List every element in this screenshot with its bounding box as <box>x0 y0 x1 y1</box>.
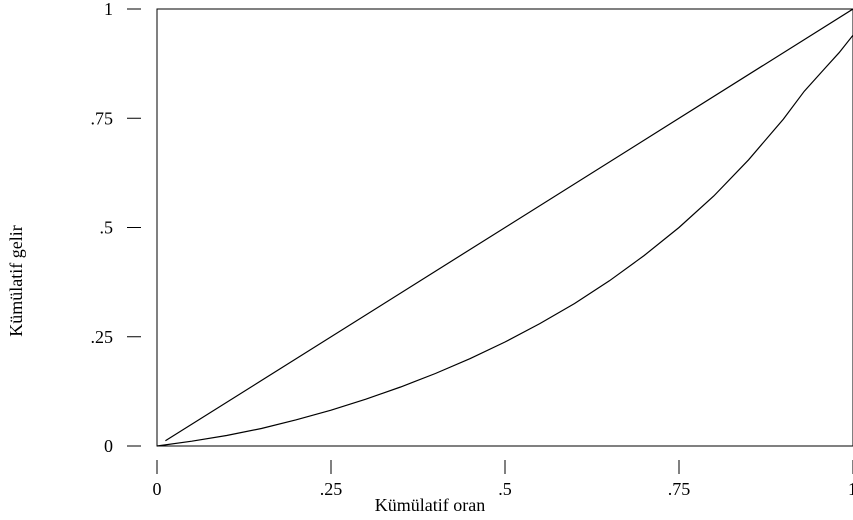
x-tick-label: .5 <box>498 479 512 499</box>
y-tick-label: .25 <box>91 327 114 347</box>
x-tick-label: .25 <box>320 479 343 499</box>
x-tick-label: 0 <box>153 479 162 499</box>
y-axis: 0 .25 .5 .75 1 <box>91 0 141 456</box>
x-tick-label: .75 <box>668 479 691 499</box>
equality-line <box>165 8 853 442</box>
y-tick-label: 1 <box>104 0 113 19</box>
x-axis: 0 .25 .5 .75 1 <box>153 460 853 499</box>
y-axis-title: Kümülatif gelir <box>6 225 26 336</box>
series-layer <box>156 8 853 447</box>
y-tick-label: .75 <box>91 108 114 128</box>
plot-frame <box>156 8 853 447</box>
lorenz-curve <box>156 34 853 447</box>
y-tick-label: .5 <box>100 218 114 238</box>
y-tick-label: 0 <box>104 436 113 456</box>
x-axis-title: Kümülatif oran <box>375 495 485 515</box>
x-tick-label: 1 <box>848 479 853 499</box>
